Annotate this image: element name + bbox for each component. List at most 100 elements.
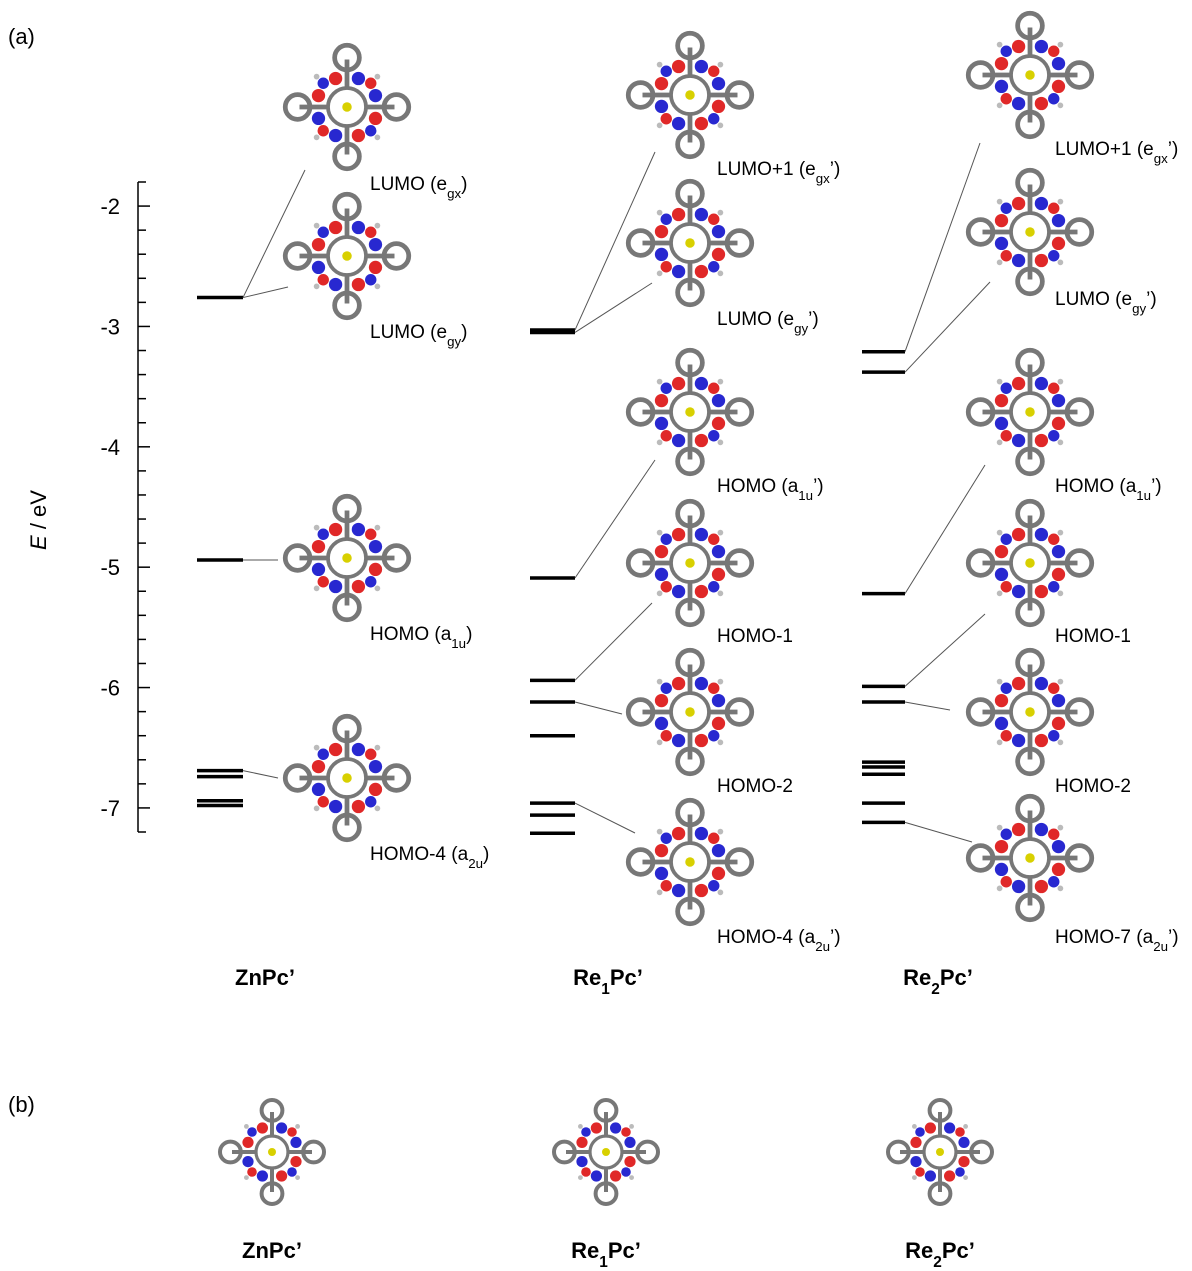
lobe [655, 417, 668, 430]
lobe [672, 434, 685, 447]
lobe [276, 1170, 287, 1181]
atom [997, 42, 1003, 48]
lobe [661, 214, 672, 225]
text-part: ) [461, 174, 467, 195]
orbital-image [285, 496, 409, 620]
lobe [925, 1122, 936, 1133]
lobe [1052, 80, 1065, 93]
atom [375, 806, 381, 812]
lobe [655, 77, 668, 90]
lobe [1001, 46, 1012, 57]
lobe [369, 112, 382, 125]
lobe [695, 827, 708, 840]
lobe [695, 117, 708, 130]
orbital-label: LUMO+1 (egx’) [717, 159, 840, 186]
lobe [695, 434, 708, 447]
orbital-label: HOMO-7 (a2u’) [1055, 927, 1179, 954]
lobe [1001, 383, 1012, 394]
lobe [661, 730, 672, 741]
lobe [1052, 417, 1065, 430]
orbital-label: HOMO-2 [1055, 776, 1131, 797]
text-part: HOMO-2 [1055, 776, 1131, 797]
lobe [1012, 97, 1025, 110]
compound-name: Re2Pc’ [903, 965, 973, 998]
atom [375, 74, 381, 80]
lobe [695, 884, 708, 897]
text-part: ’) [1146, 289, 1157, 310]
lobe [1001, 534, 1012, 545]
metal [1025, 407, 1035, 417]
atom [997, 440, 1003, 446]
lobe [925, 1170, 936, 1181]
metal [268, 1148, 276, 1156]
compound-name: ZnPc’ [242, 1238, 302, 1263]
lobe [1048, 203, 1059, 214]
lobe [672, 60, 685, 73]
lobe [257, 1122, 268, 1133]
lobe [591, 1122, 602, 1133]
lobe [695, 734, 708, 747]
lobe [312, 112, 325, 125]
lobe [655, 394, 668, 407]
text-part: ’) [813, 476, 824, 497]
lobe [329, 523, 342, 536]
lobe [1012, 197, 1025, 210]
lobe [247, 1167, 257, 1177]
text-part: HOMO-4 (a [370, 844, 469, 865]
lobe [352, 800, 365, 813]
lobe [708, 430, 719, 441]
metal [342, 773, 352, 783]
lobe [995, 57, 1008, 70]
lobe [1048, 730, 1059, 741]
lobe [672, 528, 685, 541]
lobe [995, 863, 1008, 876]
lobe [655, 568, 668, 581]
metal [1025, 707, 1035, 717]
subscript: 1u [798, 488, 813, 503]
subscript: gy [447, 334, 461, 349]
atom [244, 1175, 249, 1180]
atom [912, 1124, 917, 1129]
atom [997, 679, 1003, 685]
figure: (a)E / eV-2-3-4-5-6-7LUMO (egx)LUMO (egy… [0, 0, 1192, 1271]
lobe [352, 580, 365, 593]
lobe [576, 1137, 587, 1148]
orbital-image [968, 796, 1092, 920]
lobe [708, 534, 719, 545]
lobe [369, 760, 382, 773]
atom [718, 379, 724, 385]
lobe [318, 274, 329, 285]
lobe [247, 1127, 257, 1137]
lobe [672, 208, 685, 221]
orbital-image [968, 170, 1092, 294]
connector [905, 614, 985, 686]
lobe [1052, 863, 1065, 876]
lobe [312, 261, 325, 274]
subscript: 2 [931, 981, 940, 998]
text-part: ’) [1151, 476, 1162, 497]
lobe [352, 743, 365, 756]
atom [1058, 679, 1064, 685]
lobe [290, 1156, 301, 1167]
lobe [621, 1167, 631, 1177]
text-part: ) [466, 624, 472, 645]
lobe [318, 78, 329, 89]
atom [375, 223, 381, 229]
lobe [712, 694, 725, 707]
atom [1058, 825, 1064, 831]
lobe [1052, 717, 1065, 730]
compound-name: Re1Pc’ [571, 1238, 641, 1271]
orbital-image [285, 194, 409, 318]
atom [997, 103, 1003, 109]
metal [342, 102, 352, 112]
lobe [1035, 97, 1048, 110]
subscript: 1u [451, 636, 466, 651]
lobe [672, 377, 685, 390]
atom [1058, 199, 1064, 205]
subscript: 2u [468, 856, 483, 871]
subscript: 2 [933, 1254, 942, 1271]
orbital-image [888, 1100, 992, 1204]
text-part: LUMO (e [1055, 289, 1132, 310]
atom [997, 886, 1003, 892]
atom [1058, 591, 1064, 597]
